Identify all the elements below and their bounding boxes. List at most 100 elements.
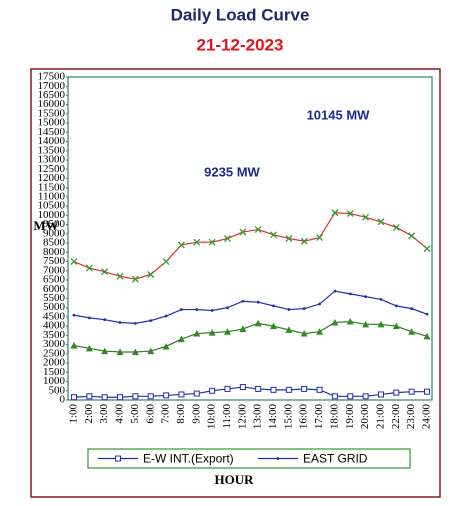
x-tick-label: 4:00 [114, 404, 126, 424]
point [224, 235, 231, 242]
x-tick-label: 5:00 [129, 404, 141, 424]
point [331, 318, 339, 326]
y-tick-label: 8000 [43, 246, 66, 258]
point [362, 213, 370, 221]
frame [30, 68, 441, 498]
point [85, 264, 93, 272]
point [423, 245, 431, 253]
point [377, 320, 385, 328]
y-tick-label: 13500 [38, 144, 66, 156]
point [193, 330, 201, 337]
y-tick-label: 3500 [43, 329, 66, 341]
point [362, 393, 369, 400]
point [178, 391, 185, 398]
point [164, 314, 168, 318]
point [131, 275, 139, 283]
x-tick-label: 14:00 [267, 404, 279, 430]
x-tick-label: 20:00 [359, 404, 371, 430]
point [149, 319, 153, 323]
point [116, 348, 124, 356]
y-tick-label: 0 [60, 394, 66, 406]
point [331, 393, 338, 400]
y-tick-label: 8500 [43, 237, 66, 249]
x-tick-label: 2:00 [83, 404, 95, 424]
point [101, 268, 109, 276]
x-tick-label: 22:00 [390, 404, 402, 430]
point [177, 335, 185, 343]
legend-marker [276, 457, 280, 460]
x-tick-label: 21:00 [374, 404, 386, 430]
point [116, 272, 124, 280]
y-tick-label: 1500 [43, 366, 66, 378]
x-tick-label: 24:00 [421, 404, 433, 430]
point [408, 232, 416, 240]
y-tick-label: 14500 [38, 126, 66, 138]
point [392, 223, 400, 231]
point [101, 347, 109, 355]
point [239, 228, 247, 236]
point [348, 292, 352, 296]
point [301, 385, 308, 392]
x-tick-label: 9:00 [190, 404, 202, 424]
y-tick-label: 14000 [38, 135, 66, 147]
point [254, 226, 262, 234]
y-tick-label: 2000 [43, 357, 66, 369]
y-tick-label: 500 [49, 384, 66, 396]
point [86, 393, 93, 400]
point [346, 318, 354, 325]
point [195, 308, 199, 311]
point [70, 342, 78, 349]
y-tick-label: 11000 [38, 191, 66, 203]
point [131, 348, 139, 356]
x-tick-label: 10:00 [206, 404, 218, 430]
series-line [73, 386, 427, 398]
point [333, 289, 337, 293]
y-tick-label: 15000 [38, 117, 66, 129]
point [70, 258, 78, 266]
point [270, 386, 277, 393]
x-tick-label: 12:00 [236, 404, 248, 430]
legend-box [87, 448, 411, 469]
y-tick-label: 16500 [38, 89, 66, 101]
y-tick-label: 6500 [43, 274, 66, 286]
point [163, 392, 170, 399]
x-tick-label: 16:00 [298, 404, 310, 430]
annotation: 10145 MW [307, 107, 371, 122]
chart-subtitle: 21-12-2023 [197, 35, 284, 54]
legend-label: EAST GRID [303, 452, 368, 466]
point [285, 235, 293, 242]
plot-area [67, 76, 433, 401]
point [393, 389, 400, 396]
point [408, 328, 416, 335]
point [239, 325, 247, 332]
point [394, 304, 398, 308]
point [193, 238, 201, 246]
point [318, 302, 321, 306]
point [162, 342, 170, 350]
point [410, 307, 414, 311]
point [226, 306, 229, 310]
point [147, 393, 154, 400]
point [254, 319, 262, 327]
point [423, 332, 431, 340]
y-tick-label: 10500 [38, 200, 66, 212]
y-tick-label: 12500 [38, 163, 66, 175]
y-tick-label: 15500 [38, 107, 66, 119]
x-tick-label: 15:00 [282, 404, 294, 430]
y-tick-label: 3000 [43, 338, 66, 350]
y-tick-label: 9000 [43, 227, 66, 239]
y-tick-label: 4500 [43, 310, 66, 322]
point [392, 322, 400, 330]
point [316, 386, 323, 393]
point [425, 312, 429, 316]
point [285, 326, 293, 333]
point [362, 320, 370, 328]
point [147, 347, 155, 355]
y-tick-label: 9500 [43, 218, 66, 230]
x-tick-label: 18:00 [328, 404, 340, 430]
point [379, 298, 383, 301]
x-tick-label: 19:00 [344, 404, 356, 430]
point [85, 344, 93, 352]
point [424, 388, 430, 395]
